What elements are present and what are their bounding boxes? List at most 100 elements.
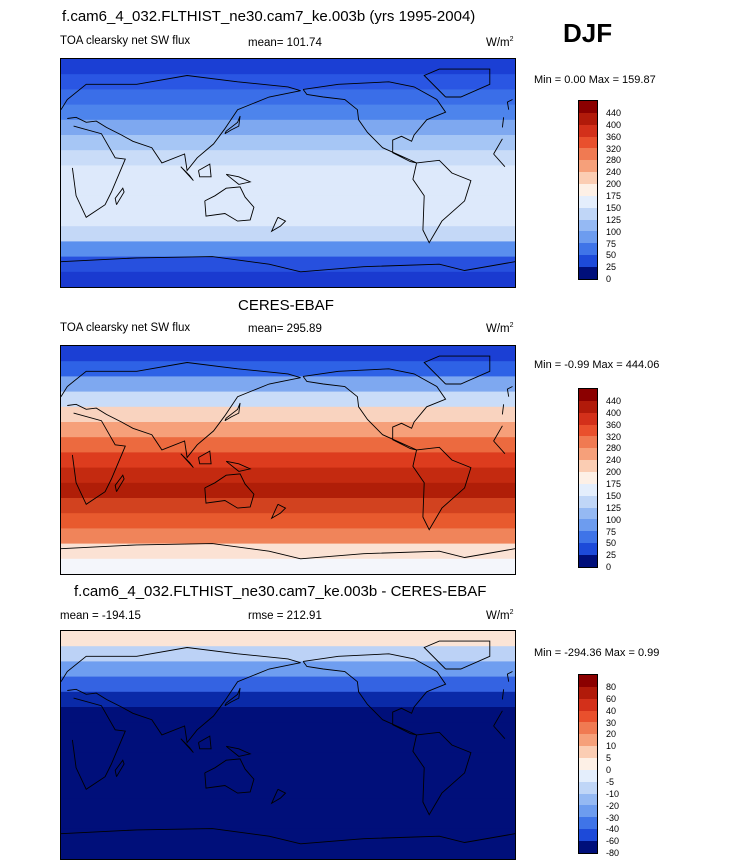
panel2-title: CERES-EBAF	[238, 297, 334, 314]
coastline	[71, 697, 126, 790]
colorbar-tick-label: 320	[606, 431, 622, 442]
lat-band	[61, 798, 515, 814]
coastline	[412, 446, 472, 531]
colorbar-segment	[579, 400, 597, 413]
coastline	[61, 543, 515, 560]
lat-band	[61, 843, 515, 859]
lat-band	[61, 676, 515, 693]
map-svg	[61, 346, 515, 574]
colorbar-tick-label: -40	[606, 824, 620, 835]
coastline	[71, 125, 126, 218]
colorbar-segment	[579, 424, 597, 437]
lat-band	[61, 467, 515, 484]
colorbar-segment	[579, 483, 597, 496]
colorbar-tick-label: 360	[606, 419, 622, 430]
colorbar-segment	[579, 207, 597, 220]
coastline	[412, 731, 472, 816]
panel2-map	[60, 345, 516, 575]
colorbar-segment	[579, 698, 597, 711]
coastline	[198, 450, 212, 465]
lat-band	[61, 256, 515, 273]
colorbar-segment	[579, 781, 597, 794]
panel3-map	[60, 630, 516, 860]
colorbar-tick-label: 60	[606, 693, 617, 704]
colorbar-tick-label: 280	[606, 443, 622, 454]
coastline	[180, 453, 194, 468]
colorbar-segment	[579, 555, 597, 567]
lat-band	[61, 376, 515, 393]
panel2-mean: mean= 295.89	[248, 323, 322, 335]
coastline	[493, 710, 503, 727]
coastline	[61, 828, 515, 845]
coastline	[71, 412, 126, 505]
map-svg	[61, 59, 515, 287]
lat-band	[61, 722, 515, 738]
colorbar-tick-label: 80	[606, 682, 617, 692]
colorbar-segment	[579, 519, 597, 532]
colorbar-segment	[579, 460, 597, 473]
colorbar-segment	[579, 758, 597, 770]
lat-band	[61, 498, 515, 514]
coastline	[302, 368, 447, 451]
lat-band	[61, 104, 515, 121]
lat-band	[61, 180, 515, 197]
coastline	[114, 474, 125, 492]
coastline	[501, 689, 505, 700]
colorbar-segment	[579, 531, 597, 544]
colorbar-tick-label: 25	[606, 550, 617, 561]
colorbar-segment	[579, 219, 597, 232]
colorbar-tick-label: 125	[606, 502, 622, 513]
colorbar-tick-label: -60	[606, 836, 620, 847]
lat-band	[61, 707, 515, 723]
colorbar-segment	[579, 769, 597, 782]
panel2-colorbar	[578, 388, 598, 568]
colorbar-segment	[579, 472, 597, 484]
coastline	[204, 473, 255, 509]
colorbar-tick-label: -30	[606, 812, 620, 823]
colorbar-segment	[579, 267, 597, 279]
colorbar-tick-label: 200	[606, 179, 622, 190]
colorbar-tick-label: 50	[606, 250, 617, 261]
coastline	[493, 138, 503, 155]
panel1-minmax: Min = 0.00 Max = 159.87	[534, 74, 656, 86]
colorbar-segment	[579, 160, 597, 173]
colorbar-segment	[579, 184, 597, 196]
lat-band	[61, 661, 515, 678]
colorbar-tick-label: 50	[606, 538, 617, 549]
coastline	[180, 166, 194, 181]
colorbar-segment	[579, 722, 597, 735]
coastline	[493, 153, 506, 167]
coastline	[225, 460, 252, 472]
lat-band	[61, 346, 515, 362]
panel1-map	[60, 58, 516, 288]
colorbar-tick-label: 200	[606, 467, 622, 478]
colorbar-tick-label: 0	[606, 765, 612, 776]
panel3-title: f.cam6_4_032.FLTHIST_ne30.cam7_ke.003b -…	[74, 583, 487, 600]
lat-band	[61, 74, 515, 90]
panel3-minmax: Min = -294.36 Max = 0.99	[534, 647, 660, 659]
coastline	[270, 216, 287, 233]
colorbar-tick-label: 320	[606, 143, 622, 154]
coastline	[506, 671, 513, 682]
coastline	[198, 735, 212, 750]
colorbar-segment	[579, 148, 597, 161]
lat-band	[61, 482, 515, 499]
lat-band	[61, 813, 515, 830]
colorbar-segment	[579, 507, 597, 520]
colorbar-tick-label: -5	[606, 776, 615, 787]
coastline	[180, 738, 194, 753]
lat-band	[61, 119, 515, 136]
colorbar-segment	[579, 793, 597, 806]
colorbar-tick-label: 175	[606, 191, 622, 202]
lat-band	[61, 752, 515, 769]
coastline	[302, 653, 447, 736]
colorbar-segment	[579, 734, 597, 747]
lat-band	[61, 406, 515, 423]
panel1-units: W/m2	[486, 36, 514, 49]
colorbar-segment	[579, 495, 597, 508]
lat-band	[61, 543, 515, 560]
colorbar-segment	[579, 231, 597, 244]
panel3-units: W/m2	[486, 609, 514, 622]
coastline	[61, 647, 301, 744]
lat-band	[61, 646, 515, 662]
